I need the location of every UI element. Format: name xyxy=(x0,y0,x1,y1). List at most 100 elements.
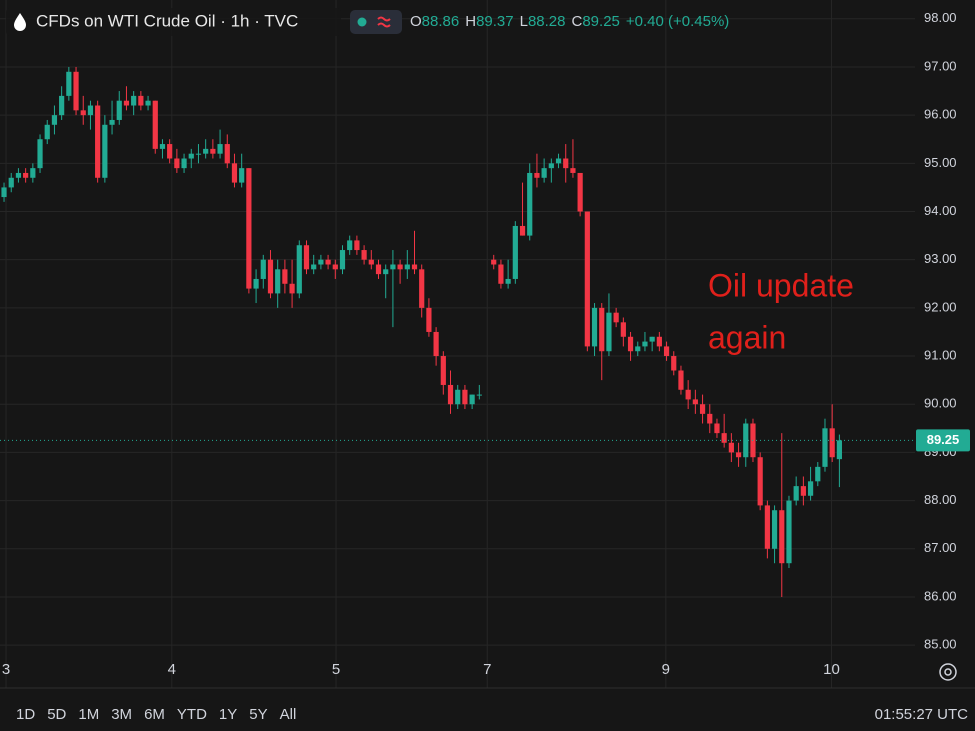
candle-body xyxy=(188,153,194,159)
candle-body xyxy=(332,264,338,270)
candle-body xyxy=(375,264,382,275)
ohlc-value: 88.86 xyxy=(422,13,460,30)
legend-bg xyxy=(6,8,341,36)
candle-body xyxy=(707,413,713,424)
candle-body xyxy=(361,250,367,260)
grid xyxy=(0,0,915,688)
candle-body xyxy=(383,269,389,275)
candle-body xyxy=(354,240,360,251)
candles xyxy=(0,66,915,597)
candle-body xyxy=(419,269,425,308)
candle-body xyxy=(15,172,22,178)
y-tick-label: 96.00 xyxy=(924,107,957,122)
candle-body xyxy=(764,505,770,549)
y-tick-label: 97.00 xyxy=(924,58,957,73)
candle-body xyxy=(102,124,108,178)
range-button[interactable]: 6M xyxy=(144,706,165,723)
ohlc-legend: O88.86 H89.37 L88.28 C89.25 +0.40 (+0.45%) xyxy=(410,13,729,30)
wave-icon xyxy=(377,16,391,28)
annotation: Oil update xyxy=(708,267,854,303)
y-tick-label: 88.00 xyxy=(924,492,957,507)
candle-body xyxy=(663,346,670,357)
candle-body xyxy=(822,428,828,467)
last-price-label: 89.25 xyxy=(927,432,960,447)
candle-body xyxy=(555,158,562,164)
candle-body xyxy=(8,177,14,188)
candle-body xyxy=(138,95,144,106)
range-button[interactable]: 5D xyxy=(47,706,66,723)
candle-body xyxy=(152,100,158,149)
candle-body xyxy=(642,341,648,347)
candle-body xyxy=(635,346,641,352)
candle-body xyxy=(159,144,166,149)
ohlc-value: 88.28 xyxy=(528,13,566,30)
ohlc-value: 89.25 xyxy=(582,13,620,30)
range-button[interactable]: 3M xyxy=(111,706,132,723)
candle-body xyxy=(591,307,598,347)
ohlc-key: C xyxy=(572,13,583,30)
candle-body xyxy=(447,384,454,405)
candle-body xyxy=(462,389,468,405)
candle-body xyxy=(1,187,7,198)
axes: 85.0086.0087.0088.0089.0090.0091.0092.00… xyxy=(2,10,970,678)
candle-body xyxy=(203,148,209,154)
candle-body xyxy=(51,115,58,125)
range-button[interactable]: 1D xyxy=(16,706,35,723)
candle-body xyxy=(368,259,374,265)
candle-body xyxy=(627,336,634,352)
candle-body xyxy=(123,100,130,106)
range-button[interactable]: 1Y xyxy=(219,706,237,723)
x-tick-label: 7 xyxy=(483,661,491,678)
candle-body xyxy=(815,466,821,482)
candle-body xyxy=(671,356,677,371)
candle-body xyxy=(656,336,662,347)
settings-icon[interactable] xyxy=(939,663,957,681)
oil-icon xyxy=(14,13,26,31)
candle-body xyxy=(476,394,482,396)
candle-body xyxy=(217,144,223,154)
candle-body xyxy=(282,269,288,284)
range-button[interactable]: 5Y xyxy=(249,706,267,723)
candle-body xyxy=(649,336,655,342)
y-tick-label: 94.00 xyxy=(924,203,957,218)
candle-body xyxy=(735,452,742,458)
y-tick-label: 90.00 xyxy=(924,396,957,411)
y-tick-label: 93.00 xyxy=(924,251,957,266)
candle-body xyxy=(786,500,792,564)
candle-body xyxy=(469,394,475,405)
candle-body xyxy=(714,423,720,434)
range-button[interactable]: 1M xyxy=(78,706,99,723)
x-tick-label: 4 xyxy=(168,661,176,678)
candle-body xyxy=(37,139,43,169)
chart-title: CFDs on WTI Crude Oil · 1h · TVC xyxy=(36,11,298,30)
ohlc-key: H xyxy=(465,13,476,30)
ohlc-key: O xyxy=(410,13,422,30)
candle-body xyxy=(325,259,331,265)
candle-body xyxy=(59,95,65,116)
candle-body xyxy=(519,225,526,236)
candle-body xyxy=(73,71,79,111)
candle-body xyxy=(563,158,569,169)
clock: 01:55:27 UTC xyxy=(875,706,969,723)
x-tick-label: 3 xyxy=(2,661,10,678)
range-button[interactable]: All xyxy=(280,706,297,723)
candle-body xyxy=(491,259,497,265)
status-pill[interactable] xyxy=(350,10,402,34)
candle-body xyxy=(411,264,418,270)
range-button[interactable]: YTD xyxy=(177,706,207,723)
candle-body xyxy=(95,105,101,178)
candle-body xyxy=(116,100,122,120)
candle-body xyxy=(23,172,29,178)
status-dot xyxy=(357,17,367,27)
y-tick-label: 92.00 xyxy=(924,299,957,314)
y-tick-label: 91.00 xyxy=(924,347,957,362)
x-tick-label: 9 xyxy=(662,661,670,678)
candle-body xyxy=(455,389,461,405)
candle-body xyxy=(433,331,439,357)
candle-body xyxy=(779,510,785,564)
y-tick-label: 85.00 xyxy=(924,637,957,652)
candle-body xyxy=(109,119,115,125)
candle-body xyxy=(275,269,281,294)
range-bar: 1D 5D 1M 3M 6M YTD 1Y 5Y All xyxy=(16,706,296,723)
